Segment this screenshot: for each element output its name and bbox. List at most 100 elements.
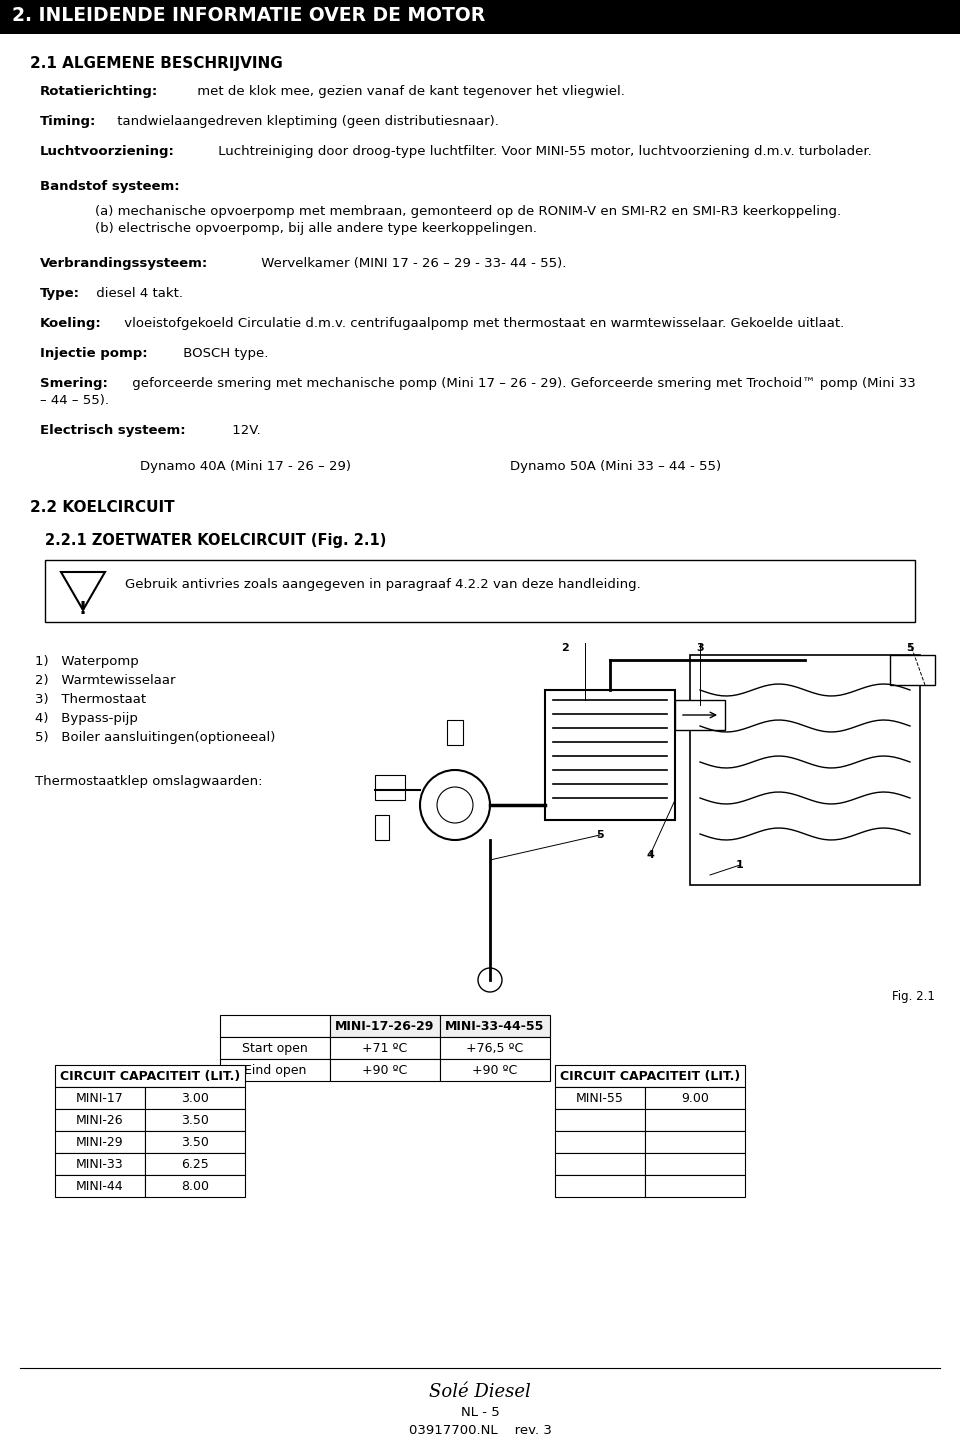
Bar xyxy=(55,1175,145,1197)
Bar xyxy=(690,655,920,885)
Text: (b) electrische opvoerpomp, bij alle andere type keerkoppelingen.: (b) electrische opvoerpomp, bij alle and… xyxy=(95,222,537,235)
Bar xyxy=(220,1015,330,1037)
Bar xyxy=(555,1131,645,1154)
Text: MINI-17-26-29: MINI-17-26-29 xyxy=(335,1019,435,1032)
Text: Verbrandingssysteem:: Verbrandingssysteem: xyxy=(40,257,208,270)
Text: geforceerde smering met mechanische pomp (Mini 17 – 26 - 29). Geforceerde smerin: geforceerde smering met mechanische pomp… xyxy=(128,376,915,389)
Circle shape xyxy=(437,787,473,823)
Text: Injectie pomp:: Injectie pomp: xyxy=(40,348,148,360)
Bar xyxy=(375,774,405,800)
Text: 5: 5 xyxy=(596,831,604,841)
Text: 9.00: 9.00 xyxy=(681,1092,708,1105)
Text: MINI-33-44-55: MINI-33-44-55 xyxy=(445,1019,544,1032)
Bar xyxy=(440,1015,550,1037)
Bar xyxy=(555,1109,645,1131)
Text: MINI-26: MINI-26 xyxy=(76,1115,124,1128)
Bar xyxy=(220,1058,330,1082)
Bar xyxy=(145,1109,245,1131)
Text: +90 ºC: +90 ºC xyxy=(472,1064,517,1077)
Text: Start open: Start open xyxy=(242,1043,308,1056)
Text: 3.50: 3.50 xyxy=(181,1115,209,1128)
Bar xyxy=(440,1058,550,1082)
Bar xyxy=(555,1175,645,1197)
Bar xyxy=(145,1154,245,1175)
Text: 2.2.1 ZOETWATER KOELCIRCUIT (Fig. 2.1): 2.2.1 ZOETWATER KOELCIRCUIT (Fig. 2.1) xyxy=(45,534,386,548)
Text: MINI-55: MINI-55 xyxy=(576,1092,624,1105)
Bar xyxy=(447,720,463,746)
Bar xyxy=(645,1087,745,1109)
Bar xyxy=(330,1037,440,1058)
Bar xyxy=(645,1131,745,1154)
Text: 3: 3 xyxy=(696,643,704,653)
Text: Bandstof systeem:: Bandstof systeem: xyxy=(40,180,180,193)
Text: 2.2 KOELCIRCUIT: 2.2 KOELCIRCUIT xyxy=(30,500,175,515)
Bar xyxy=(145,1175,245,1197)
Text: +71 ºC: +71 ºC xyxy=(362,1043,408,1056)
Bar xyxy=(145,1087,245,1109)
Text: Thermostaatklep omslagwaarden:: Thermostaatklep omslagwaarden: xyxy=(35,774,262,787)
Text: MINI-17: MINI-17 xyxy=(76,1092,124,1105)
Text: Luchtreiniging door droog-type luchtfilter. Voor MINI-55 motor, luchtvoorziening: Luchtreiniging door droog-type luchtfilt… xyxy=(214,146,872,159)
Text: vloeistofgekoeld Circulatie d.m.v. centrifugaalpomp met thermostaat en warmtewis: vloeistofgekoeld Circulatie d.m.v. centr… xyxy=(120,317,844,330)
Bar xyxy=(375,815,389,841)
Text: tandwielaangedreven kleptiming (geen distributiesnaar).: tandwielaangedreven kleptiming (geen dis… xyxy=(112,115,498,128)
Bar xyxy=(440,1037,550,1058)
Text: – 44 – 55).: – 44 – 55). xyxy=(40,394,109,407)
Bar xyxy=(45,559,915,622)
Text: 5)   Boiler aansluitingen(optioneeal): 5) Boiler aansluitingen(optioneeal) xyxy=(35,731,276,744)
Bar xyxy=(330,1058,440,1082)
Bar xyxy=(555,1087,645,1109)
Bar xyxy=(645,1109,745,1131)
Text: Type:: Type: xyxy=(40,287,80,300)
Circle shape xyxy=(478,968,502,992)
Bar xyxy=(555,1066,745,1087)
Text: NL - 5: NL - 5 xyxy=(461,1406,499,1419)
Text: Rotatierichting:: Rotatierichting: xyxy=(40,85,158,98)
Text: 12V.: 12V. xyxy=(228,424,261,437)
Text: Eind open: Eind open xyxy=(244,1064,306,1077)
Bar xyxy=(545,691,675,820)
Text: met de klok mee, gezien vanaf de kant tegenover het vliegwiel.: met de klok mee, gezien vanaf de kant te… xyxy=(193,85,624,98)
Text: CIRCUIT CAPACITEIT (LIT.): CIRCUIT CAPACITEIT (LIT.) xyxy=(560,1070,740,1083)
Text: Smering:: Smering: xyxy=(40,376,108,389)
Text: 4: 4 xyxy=(646,849,654,859)
Polygon shape xyxy=(61,572,105,610)
Text: MINI-29: MINI-29 xyxy=(76,1136,124,1149)
Text: 6.25: 6.25 xyxy=(181,1158,209,1171)
Bar xyxy=(55,1066,245,1087)
Text: +76,5 ºC: +76,5 ºC xyxy=(467,1043,523,1056)
Text: 1: 1 xyxy=(736,859,744,870)
Text: 2)   Warmtewisselaar: 2) Warmtewisselaar xyxy=(35,673,176,686)
Text: MINI-44: MINI-44 xyxy=(76,1180,124,1193)
Text: 5: 5 xyxy=(906,643,914,653)
Text: 2: 2 xyxy=(562,643,569,653)
Bar xyxy=(220,1037,330,1058)
Text: 1)   Waterpomp: 1) Waterpomp xyxy=(35,655,139,668)
Text: Solé Diesel: Solé Diesel xyxy=(429,1383,531,1402)
Text: 4)   Bypass-pijp: 4) Bypass-pijp xyxy=(35,712,138,725)
Bar xyxy=(645,1154,745,1175)
Bar xyxy=(555,1154,645,1175)
Text: Koeling:: Koeling: xyxy=(40,317,102,330)
Bar xyxy=(330,1015,440,1037)
Text: MINI-33: MINI-33 xyxy=(76,1158,124,1171)
Bar xyxy=(645,1175,745,1197)
Bar xyxy=(55,1087,145,1109)
Bar xyxy=(145,1131,245,1154)
Text: 03917700.NL    rev. 3: 03917700.NL rev. 3 xyxy=(409,1425,551,1438)
Text: Dynamo 50A (Mini 33 – 44 - 55): Dynamo 50A (Mini 33 – 44 - 55) xyxy=(510,460,721,473)
Bar xyxy=(0,0,960,35)
Text: CIRCUIT CAPACITEIT (LIT.): CIRCUIT CAPACITEIT (LIT.) xyxy=(60,1070,240,1083)
Text: Dynamo 40A (Mini 17 - 26 – 29): Dynamo 40A (Mini 17 - 26 – 29) xyxy=(140,460,351,473)
Text: Wervelkamer (MINI 17 - 26 – 29 - 33- 44 - 55).: Wervelkamer (MINI 17 - 26 – 29 - 33- 44 … xyxy=(257,257,566,270)
Text: Gebruik antivries zoals aangegeven in paragraaf 4.2.2 van deze handleiding.: Gebruik antivries zoals aangegeven in pa… xyxy=(125,578,640,591)
Text: 3.50: 3.50 xyxy=(181,1136,209,1149)
Text: Electrisch systeem:: Electrisch systeem: xyxy=(40,424,185,437)
Bar xyxy=(890,655,935,685)
Text: +90 ºC: +90 ºC xyxy=(362,1064,408,1077)
Text: 2. INLEIDENDE INFORMATIE OVER DE MOTOR: 2. INLEIDENDE INFORMATIE OVER DE MOTOR xyxy=(12,6,485,25)
Text: (a) mechanische opvoerpomp met membraan, gemonteerd op de RONIM-V en SMI-R2 en S: (a) mechanische opvoerpomp met membraan,… xyxy=(95,205,841,218)
Text: 8.00: 8.00 xyxy=(181,1180,209,1193)
Text: Fig. 2.1: Fig. 2.1 xyxy=(892,991,935,1004)
Text: !: ! xyxy=(79,600,87,619)
